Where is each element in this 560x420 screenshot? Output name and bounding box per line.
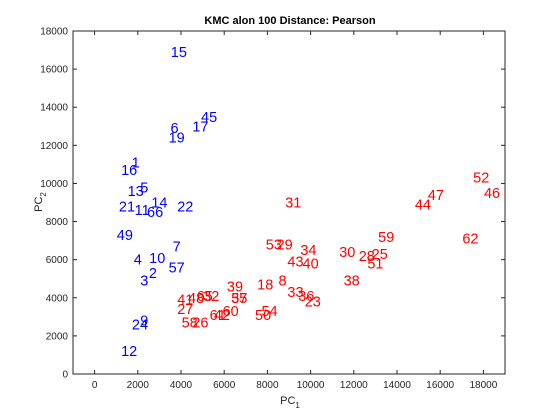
y-tick-label: 4000 (46, 293, 69, 304)
data-point-label: 11 (135, 203, 150, 219)
data-point-label: 62 (462, 232, 478, 248)
y-tick-label: 14000 (40, 103, 68, 114)
data-point-label: 65 (197, 289, 213, 305)
data-point-label: 1 (132, 155, 140, 171)
data-point-label: 24 (132, 317, 148, 333)
chart-title: KMC alon 100 Distance: Pearson (204, 15, 375, 27)
data-point-label: 28 (359, 249, 375, 265)
data-point-label: 42 (214, 308, 230, 324)
y-axis-label-main: PC (33, 197, 45, 212)
data-point-label: 23 (305, 295, 321, 311)
x-tick-label: 4000 (170, 380, 193, 391)
data-point-label: 57 (169, 260, 185, 276)
y-tick-label: 2000 (46, 331, 69, 342)
data-point-label: 44 (415, 197, 431, 213)
data-point-label: 40 (303, 256, 319, 272)
x-axis-label-subscript: 1 (295, 401, 300, 410)
data-point-label: 43 (287, 255, 303, 271)
data-point-label: 25 (372, 247, 388, 263)
data-point-label: 39 (227, 279, 243, 295)
x-axis-label-main: PC (280, 395, 295, 407)
data-point-label: 6 (170, 121, 178, 137)
y-axis-ticks: 0 2000 4000 6000 8000 10000 12000 14000 16000 180… (40, 27, 505, 381)
data-point-label: 50 (255, 308, 271, 324)
data-point-label: 29 (277, 237, 293, 253)
data-point-label: 17 (192, 119, 208, 135)
data-point-label: 18 (257, 277, 273, 293)
data-point-label: 54 (261, 304, 277, 320)
data-point-label: 12 (121, 344, 137, 360)
x-tick-label: 14000 (383, 380, 411, 391)
y-tick-label: 12000 (40, 141, 68, 152)
data-point-label: 31 (285, 196, 301, 212)
data-point-label: 16 (121, 163, 137, 179)
data-point-label: 61 (210, 308, 226, 324)
data-point-label: 36 (298, 289, 314, 305)
data-point-label: 51 (367, 256, 383, 272)
data-point-label: 33 (287, 285, 303, 301)
x-tick-label: 6000 (213, 380, 236, 391)
y-axis-label: PC2 (33, 192, 48, 212)
data-point-label: 5 (140, 180, 148, 196)
data-point-label: 59 (378, 230, 394, 246)
x-tick-label: 12000 (340, 380, 368, 391)
x-tick-label: 0 (92, 380, 98, 391)
data-point-label: 38 (344, 274, 360, 290)
data-point-label: 2 (149, 266, 157, 282)
data-point-label: 21 (119, 199, 135, 215)
data-point-label: 47 (428, 188, 444, 204)
data-point-label: 32 (203, 289, 219, 305)
y-axis-label-subscript: 2 (39, 192, 48, 197)
data-point-label: 46 (484, 186, 500, 202)
y-tick-label: 18000 (40, 27, 68, 38)
data-point-label: 3 (140, 274, 148, 290)
data-point-label: 60 (223, 304, 239, 320)
data-point-label: 48 (188, 291, 204, 307)
data-point-label: 8 (278, 274, 286, 290)
y-tick-label: 0 (62, 370, 68, 381)
plot-area: 0 2000 4000 6000 8000 10000 12000 14000 16000 180… (40, 27, 506, 391)
data-point-label: 27 (177, 302, 193, 318)
x-axis-label: PC1 (280, 395, 300, 410)
y-tick-label: 6000 (46, 255, 69, 266)
x-axis-ticks: 0 2000 4000 6000 8000 10000 12000 14000 16000 180… (92, 31, 498, 391)
data-point-label: 53 (266, 237, 282, 253)
x-tick-label: 18000 (469, 380, 497, 391)
data-point-label: 30 (339, 245, 355, 261)
x-tick-label: 8000 (256, 380, 279, 391)
y-tick-label: 8000 (46, 217, 69, 228)
x-tick-label: 10000 (297, 380, 325, 391)
data-point-label: 14 (151, 196, 167, 212)
data-point-label: 45 (201, 110, 217, 126)
data-point-label: 7 (173, 239, 181, 255)
data-point-label: 10 (149, 251, 165, 267)
y-tick-label: 16000 (40, 65, 68, 76)
plot-frame (72, 30, 506, 375)
data-point-label: 13 (128, 184, 144, 200)
data-point-label: 4 (134, 253, 142, 269)
data-point-label: 19 (169, 131, 185, 147)
data-point-label: 66 (147, 205, 163, 221)
data-point-label: 34 (300, 243, 316, 259)
data-point-label: 22 (177, 199, 193, 215)
data-point-label: 49 (117, 228, 133, 244)
y-tick-label: 10000 (40, 179, 68, 190)
data-point-label: 52 (473, 171, 489, 187)
x-tick-label: 2000 (127, 380, 150, 391)
data-point-label: 41 (177, 293, 193, 309)
data-point-label: 26 (192, 316, 208, 332)
data-point-label: 15 (171, 45, 187, 61)
data-point-label: 9 (140, 314, 148, 330)
data-point-label: 55 (231, 291, 247, 307)
x-tick-label: 16000 (426, 380, 454, 391)
data-point-label: 37 (231, 291, 247, 307)
data-point-label: 58 (182, 316, 198, 332)
